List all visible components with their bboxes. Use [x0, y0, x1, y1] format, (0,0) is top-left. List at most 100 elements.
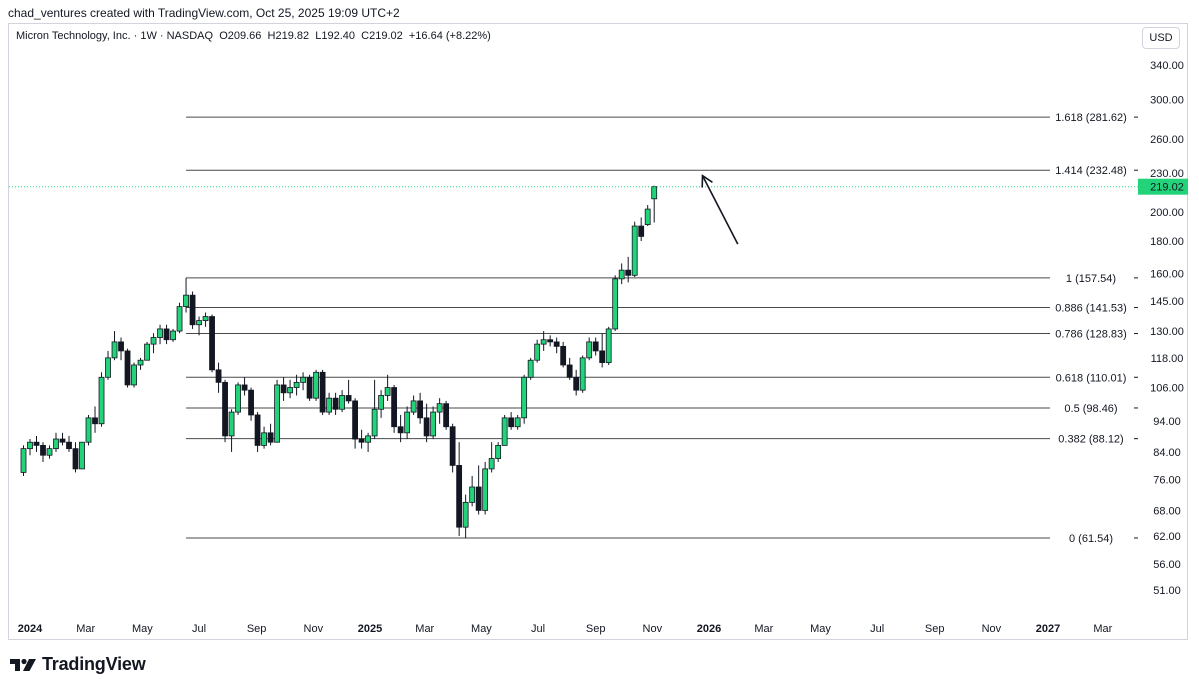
candle-body	[248, 389, 254, 416]
candle-body	[293, 381, 300, 388]
candle-body	[176, 306, 183, 332]
last-price-label: 219.02	[1150, 182, 1184, 194]
legend-exchange: NASDAQ	[166, 30, 214, 42]
candle-body	[449, 426, 456, 466]
candle-body	[560, 345, 567, 366]
candle-body	[261, 432, 267, 446]
time-tick-label: Sep	[247, 623, 267, 635]
candle-body	[475, 486, 482, 511]
candle-body	[326, 397, 332, 413]
time-tick-label: 2026	[697, 623, 721, 635]
candle-body	[495, 444, 502, 459]
candle-body	[378, 395, 385, 410]
tradingview-logo-icon	[10, 658, 36, 671]
legend-close: C219.02	[361, 30, 403, 42]
tradingview-wordmark: TradingView	[42, 654, 146, 674]
fib-level-label: 0 (61.54)	[1069, 533, 1113, 545]
candle-body	[319, 371, 326, 413]
price-tick-label: 56.00	[1153, 559, 1181, 571]
price-tick-label: 200.00	[1150, 207, 1184, 219]
legend-open: O209.66	[219, 30, 262, 42]
currency-button[interactable]: USD	[1142, 27, 1180, 49]
legend-high: H219.82	[267, 30, 310, 42]
price-tick-label: 106.00	[1150, 383, 1184, 395]
time-tick-label: 2024	[18, 623, 43, 635]
candle-body	[404, 411, 411, 434]
candle-body	[222, 381, 228, 437]
candle-body	[306, 376, 313, 399]
candle-body	[651, 186, 658, 200]
symbol-legend[interactable]: Micron Technology, Inc. · 1W · NASDAQ O2…	[16, 30, 491, 42]
time-tick-label: Nov	[643, 623, 663, 635]
price-tick-label: 94.00	[1153, 416, 1181, 428]
tradingview-logo[interactable]: TradingView	[10, 654, 146, 675]
candle-body	[98, 376, 105, 425]
candle-body	[384, 387, 391, 396]
candle-body	[33, 441, 40, 446]
price-tick-label: 230.00	[1150, 168, 1184, 180]
candle-body	[612, 278, 619, 330]
candle-body	[599, 350, 606, 363]
candle-body	[501, 417, 508, 446]
candle-body	[150, 337, 157, 345]
candle-body	[443, 403, 450, 428]
candle-body	[638, 225, 645, 237]
candle-body	[586, 341, 593, 359]
price-tick-label: 300.00	[1150, 95, 1184, 107]
candle-body	[300, 376, 306, 383]
time-tick-label: Sep	[925, 623, 945, 635]
fib-level-label: 0.618 (110.01)	[1056, 372, 1127, 384]
fib-level-label: 0.382 (88.12)	[1058, 434, 1123, 446]
fib-level-label: 0.886 (141.53)	[1055, 303, 1127, 315]
candle-body	[423, 417, 430, 437]
candle-body	[124, 350, 131, 386]
price-tick-label: 76.00	[1153, 475, 1181, 487]
candle-body	[397, 426, 404, 434]
price-tick-label: 160.00	[1150, 269, 1184, 281]
price-tick-label: 145.00	[1150, 296, 1184, 308]
candle-body	[92, 417, 98, 425]
candle-body	[579, 357, 586, 391]
candle-body	[105, 357, 111, 378]
candle-body	[235, 384, 241, 413]
candle-body	[527, 359, 534, 378]
annotation-arrow-head	[701, 174, 713, 188]
candle-body	[618, 269, 625, 280]
candle-body	[40, 444, 46, 456]
chart-frame[interactable]	[8, 23, 1188, 640]
time-tick-label: May	[132, 623, 153, 635]
candle-body	[189, 294, 196, 326]
candle-body	[254, 414, 261, 446]
candle-body	[534, 343, 541, 361]
annotation-arrow-shaft	[701, 175, 739, 245]
candle-body	[391, 387, 398, 428]
price-tick-label: 180.00	[1150, 236, 1184, 248]
legend-symbol: Micron Technology, Inc.	[16, 30, 131, 42]
candle-body	[72, 448, 79, 470]
candle-body	[521, 376, 528, 419]
candle-body	[540, 339, 547, 345]
fib-level-label: 0.5 (98.46)	[1064, 403, 1117, 415]
candle-body	[313, 371, 319, 399]
candle-body	[53, 438, 59, 450]
time-tick-label: Nov	[982, 623, 1002, 635]
candle-body	[196, 320, 202, 326]
legend-low: L192.40	[315, 30, 356, 42]
time-tick-label: 2025	[358, 623, 382, 635]
candle-body	[573, 376, 580, 391]
time-tick-label: Sep	[586, 623, 606, 635]
candle-body	[287, 387, 293, 394]
candle-body	[27, 441, 33, 450]
candle-body	[144, 343, 150, 361]
candle-body	[553, 341, 560, 347]
candle-body	[332, 397, 339, 410]
fib-extension-layer: 1.618 (281.62) 1.414 (232.48) 1 (157.54) 0.…	[186, 112, 1138, 545]
fib-level-label: 1.618 (281.62)	[1055, 112, 1127, 124]
price-tick-label: 340.00	[1150, 60, 1184, 72]
price-tick-label: 51.00	[1153, 585, 1181, 597]
candle-body	[274, 384, 280, 443]
time-tick-label: Mar	[415, 623, 434, 635]
candle-body	[469, 486, 476, 503]
candle-body	[20, 448, 27, 473]
